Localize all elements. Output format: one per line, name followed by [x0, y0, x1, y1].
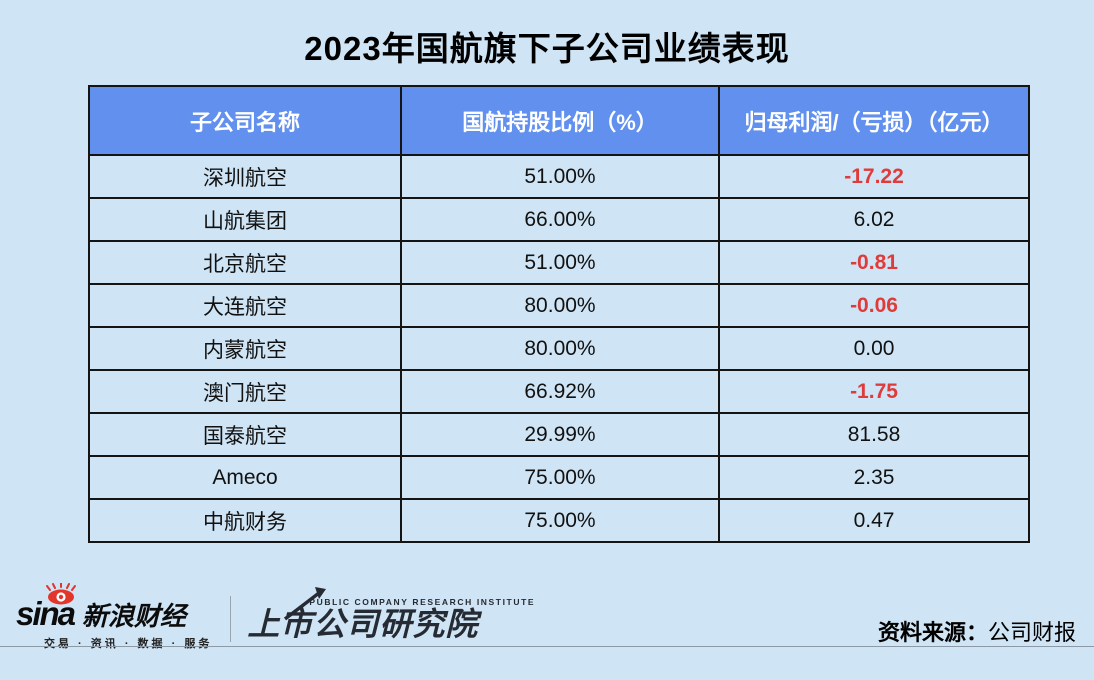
sina-finance-logo: sina 新浪财经 交易 · 资讯 · 数据 · 服务 — [16, 582, 213, 651]
data-source-value: 公司财报 — [987, 620, 1076, 645]
cell-subsidiary-name: 大连航空 — [88, 283, 402, 328]
cell-profit: 0.47 — [718, 498, 1030, 543]
footer-logos: sina 新浪财经 交易 · 资讯 · 数据 · 服务 PUBLIC COMPA… — [16, 582, 536, 650]
table-header-row: 子公司名称 国航持股比例（%） 归母利润/（亏损）（亿元） — [88, 85, 1030, 156]
cell-shareholding: 66.92% — [400, 369, 720, 414]
sina-tagline: 交易 · 资讯 · 数据 · 服务 — [44, 638, 213, 650]
cell-profit: -0.06 — [718, 283, 1030, 328]
logo-divider — [230, 596, 232, 642]
cell-shareholding: 51.00% — [400, 154, 720, 199]
cell-subsidiary-name: 国泰航空 — [88, 412, 402, 457]
cell-profit: -1.75 — [718, 369, 1030, 414]
table-row: 大连航空 80.00% -0.06 — [88, 283, 1030, 328]
sina-finance-wordmark: 新浪财经 — [82, 601, 187, 631]
cell-profit: 6.02 — [718, 197, 1030, 242]
arrow-up-icon — [281, 587, 327, 626]
table-row: 北京航空 51.00% -0.81 — [88, 240, 1030, 285]
cell-shareholding: 29.99% — [400, 412, 720, 457]
cell-shareholding: 51.00% — [400, 240, 720, 285]
table-row: 深圳航空 51.00% -17.22 — [88, 154, 1030, 199]
col-header-subsidiary: 子公司名称 — [88, 85, 402, 156]
cell-profit: 81.58 — [718, 412, 1030, 457]
sina-eye-icon — [46, 582, 76, 610]
cell-subsidiary-name: 中航财务 — [88, 498, 402, 543]
cell-subsidiary-name: 澳门航空 — [88, 369, 402, 414]
table-row: Ameco 75.00% 2.35 — [88, 455, 1030, 500]
institute-name-en: PUBLIC COMPANY RESEARCH INSTITUTE — [309, 597, 536, 608]
table-row: 澳门航空 66.92% -1.75 — [88, 369, 1030, 414]
page-title: 2023年国航旗下子公司业绩表现 — [304, 30, 790, 67]
col-header-shareholding: 国航持股比例（%） — [400, 85, 720, 156]
cell-profit: 0.00 — [718, 326, 1030, 371]
cell-subsidiary-name: 北京航空 — [88, 240, 402, 285]
table-row: 山航集团 66.00% 6.02 — [88, 197, 1030, 242]
cell-shareholding: 80.00% — [400, 283, 720, 328]
table-row: 内蒙航空 80.00% 0.00 — [88, 326, 1030, 371]
research-institute-logo: PUBLIC COMPANY RESEARCH INSTITUTE 上市公司研究… — [247, 587, 536, 643]
cell-shareholding: 66.00% — [400, 197, 720, 242]
cell-shareholding: 75.00% — [400, 498, 720, 543]
table-row: 中航财务 75.00% 0.47 — [88, 498, 1030, 543]
cell-shareholding: 75.00% — [400, 455, 720, 500]
cell-subsidiary-name: 山航集团 — [88, 197, 402, 242]
table-row: 国泰航空 29.99% 81.58 — [88, 412, 1030, 457]
data-source-label: 资料来源： — [877, 620, 988, 645]
cell-profit: -0.81 — [718, 240, 1030, 285]
data-source: 资料来源：公司财报 — [878, 615, 1076, 647]
cell-subsidiary-name: 内蒙航空 — [88, 326, 402, 371]
bottom-divider — [0, 646, 1094, 647]
cell-profit: -17.22 — [718, 154, 1030, 199]
subsidiaries-table: 子公司名称 国航持股比例（%） 归母利润/（亏损）（亿元） 深圳航空 51.00… — [88, 85, 1030, 543]
institute-name-cn: 上市公司研究院 — [247, 606, 479, 643]
cell-shareholding: 80.00% — [400, 326, 720, 371]
cell-subsidiary-name: Ameco — [88, 455, 402, 500]
col-header-profit: 归母利润/（亏损）（亿元） — [718, 85, 1030, 156]
cell-profit: 2.35 — [718, 455, 1030, 500]
cell-subsidiary-name: 深圳航空 — [88, 154, 402, 199]
